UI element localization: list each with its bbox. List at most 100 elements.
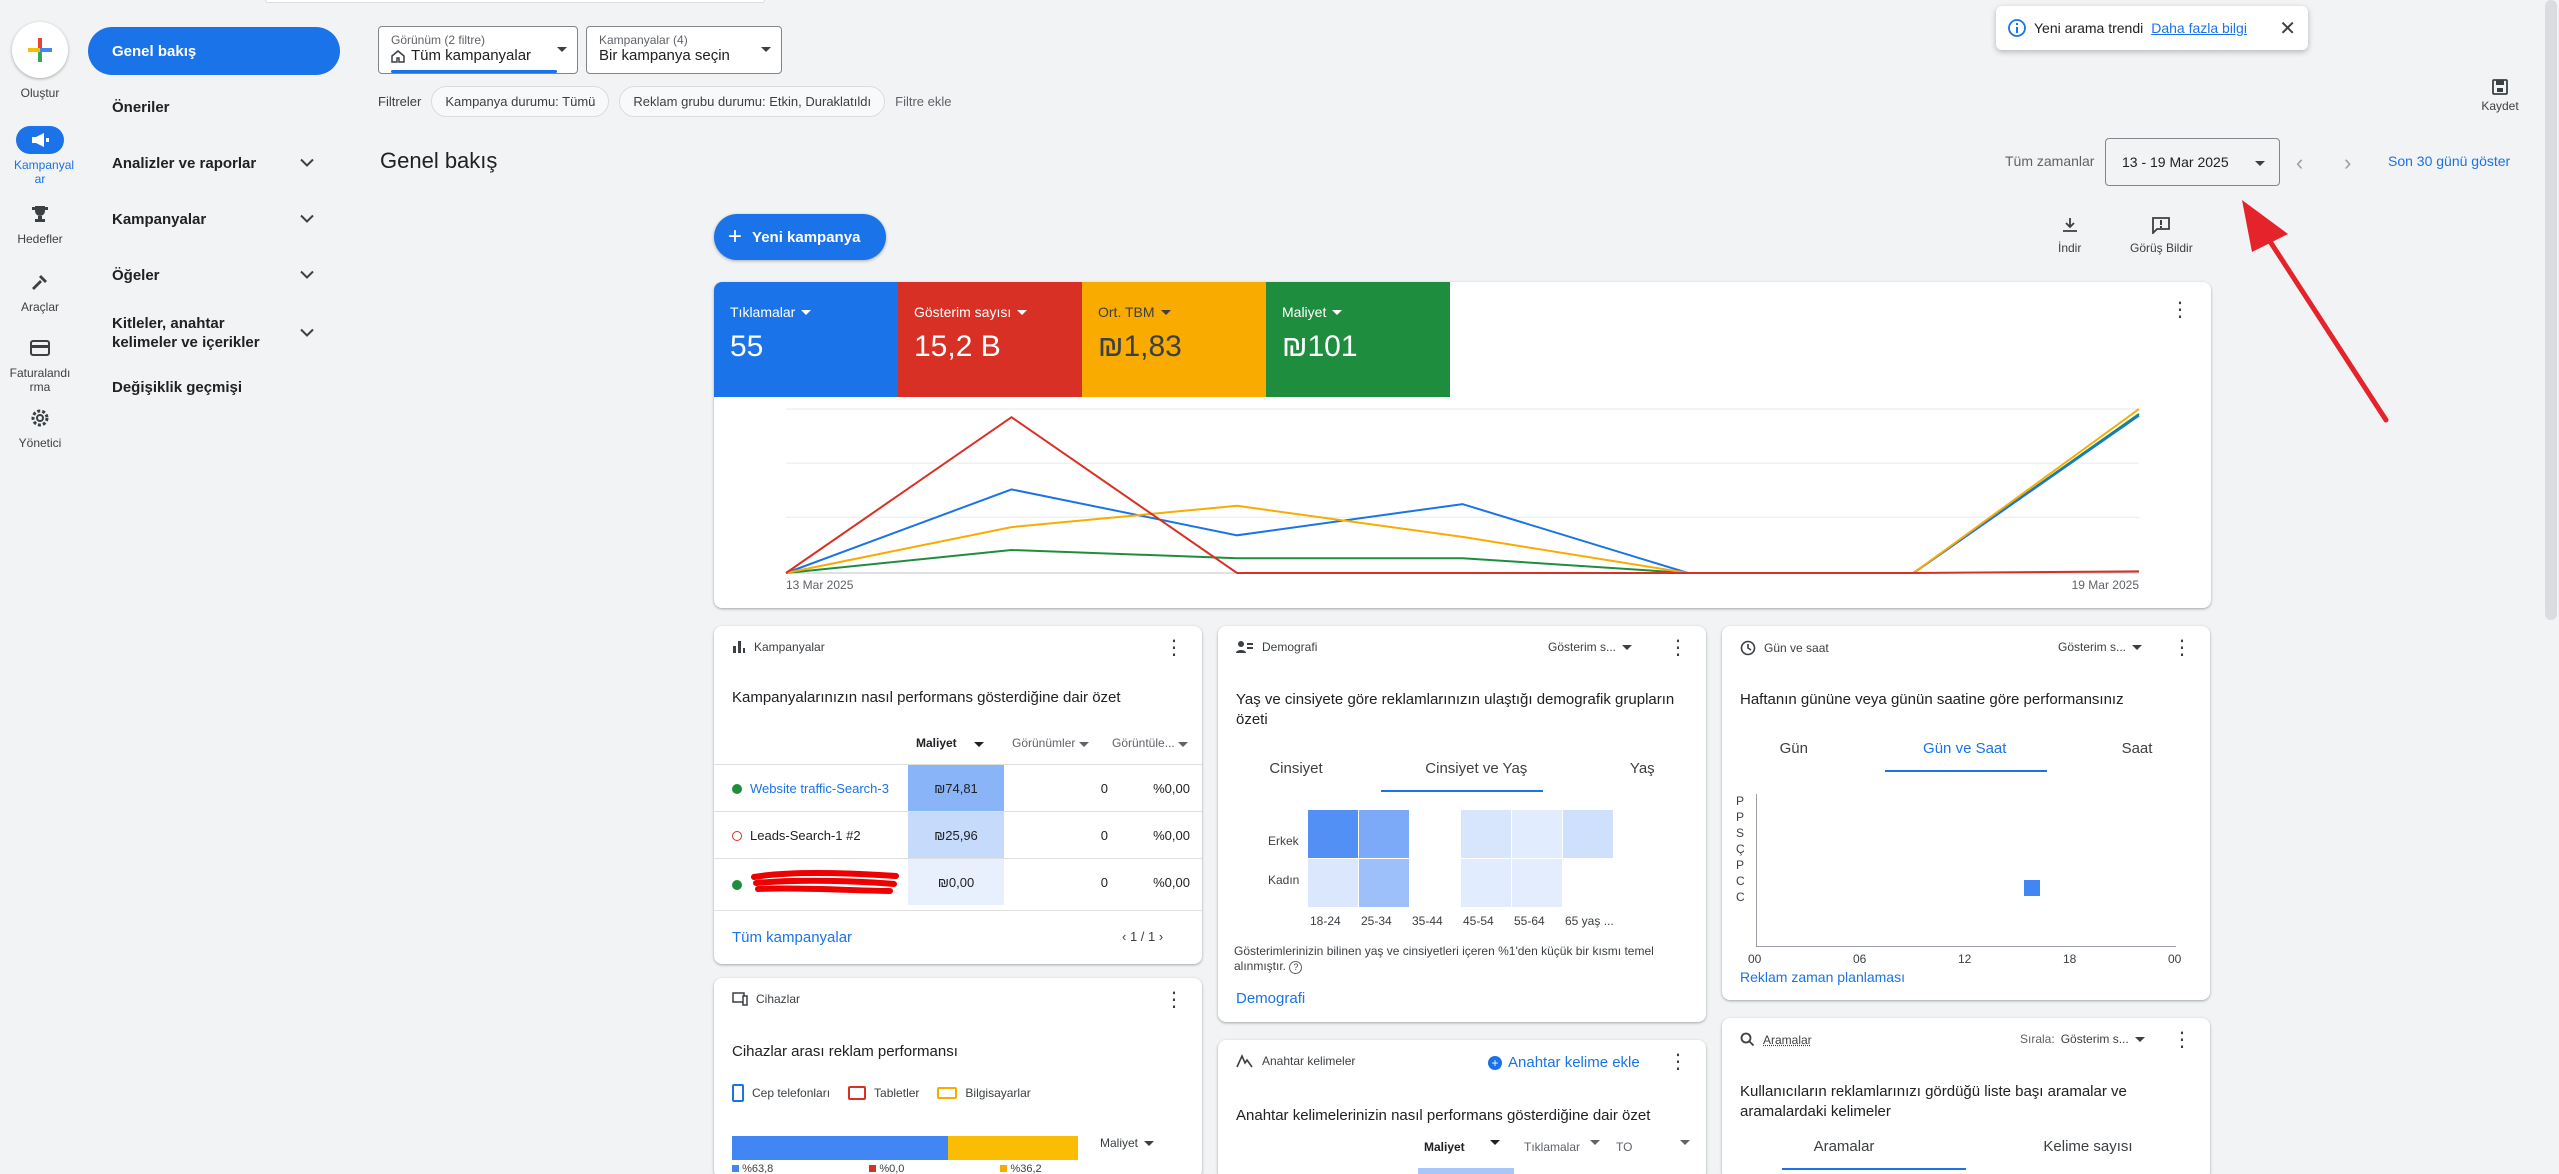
rail-tools[interactable]: Araçlar — [0, 268, 80, 314]
sidebar-item-audiences[interactable]: Kitleler, anahtar kelimeler ve içerikler — [88, 307, 340, 359]
metric-clicks[interactable]: Tıklamalar 55 — [714, 282, 898, 397]
column-header-cost[interactable]: Maliyet — [908, 736, 1004, 750]
day-time-metric-dropdown[interactable]: Gösterim s... — [2058, 640, 2142, 654]
caret-down-icon — [1178, 742, 1188, 747]
column-header-label: Görünümler — [1012, 736, 1075, 750]
heat-cell[interactable] — [1359, 810, 1409, 858]
sidebar-item-campaigns[interactable]: Kampanyalar — [88, 195, 340, 243]
date-range-value: 13 - 19 Mar 2025 — [2122, 154, 2229, 170]
sidebar-item-recommendations[interactable]: Öneriler — [88, 83, 340, 131]
demographics-metric-dropdown[interactable]: Gösterim s... — [1548, 640, 1632, 654]
tab-age[interactable]: Yaş — [1630, 760, 1655, 777]
more-vert-icon[interactable]: ⋮ — [1164, 990, 1184, 1010]
sort-dropdown[interactable]: Sırala: Gösterim s... — [2020, 1032, 2145, 1046]
heat-cell[interactable] — [1308, 810, 1358, 858]
next-period-icon[interactable]: › — [2344, 150, 2351, 176]
heat-cell[interactable] — [1461, 810, 1511, 858]
campaign-name[interactable]: Leads-Search-1 #2 — [750, 828, 861, 843]
campaign-name[interactable]: Website traffic-Search-3 — [750, 781, 889, 796]
heat-cell[interactable] — [1308, 859, 1358, 907]
sidebar-item-change-history[interactable]: Değişiklik geçmişi — [88, 363, 340, 411]
table-row[interactable]: Leads-Search-1 #2 ₪25,96 0 %0,00 — [714, 811, 1202, 858]
demographics-link[interactable]: Demografi — [1236, 990, 1305, 1007]
pager-next-icon[interactable]: › — [1159, 929, 1163, 944]
tab-searches[interactable]: Aramalar — [1722, 1138, 1966, 1155]
day-time-tabs: Gün Gün ve Saat Saat — [1722, 740, 2210, 757]
more-vert-icon[interactable]: ⋮ — [1164, 638, 1184, 658]
more-vert-icon[interactable]: ⋮ — [2172, 1030, 2192, 1050]
table-row[interactable]: ₪0,00 0 %0,00 — [714, 858, 1202, 905]
tab-day-hour[interactable]: Gün ve Saat — [1923, 740, 2006, 757]
show-last-30-days-link[interactable]: Son 30 günü göster — [2388, 153, 2510, 169]
date-range-dropdown[interactable]: 13 - 19 Mar 2025 — [2105, 138, 2280, 186]
rail-goals[interactable]: Hedefler — [0, 200, 80, 246]
phone-icon — [732, 1084, 744, 1102]
divider — [714, 910, 1202, 911]
tab-hour[interactable]: Saat — [2122, 740, 2153, 757]
download-button[interactable]: İndir — [2058, 216, 2081, 255]
heat-cell[interactable] — [1410, 859, 1460, 907]
column-header-ctr[interactable]: TO — [1610, 1140, 1696, 1154]
save-button[interactable]: Kaydet — [2470, 78, 2530, 113]
heat-cell[interactable] — [1563, 810, 1613, 858]
more-vert-icon[interactable]: ⋮ — [2170, 300, 2190, 320]
feedback-button[interactable]: Görüş Bildir — [2130, 216, 2193, 255]
all-campaigns-link[interactable]: Tüm kampanyalar — [732, 929, 852, 946]
new-campaign-label: Yeni kampanya — [752, 229, 860, 246]
toast-learn-more-link[interactable]: Daha fazla bilgi — [2151, 20, 2247, 36]
more-vert-icon[interactable]: ⋮ — [2172, 638, 2192, 658]
card-subtitle: Cihazlar arası reklam performansı — [732, 1042, 958, 1062]
plus-icon: + — [728, 223, 742, 251]
metric-avg-cpc[interactable]: Ort. TBM ₪1,83 — [1082, 282, 1266, 397]
heat-cell[interactable] — [1512, 859, 1562, 907]
rail-admin[interactable]: Yönetici — [0, 404, 80, 450]
column-header-clicks[interactable]: Tıklamalar — [1518, 1140, 1606, 1154]
column-header-views[interactable]: Görünümler — [1004, 736, 1104, 750]
sidebar-item-insights[interactable]: Analizler ve raporlar — [88, 139, 340, 187]
heat-cell[interactable] — [1512, 810, 1562, 858]
filter-chip-campaign-status[interactable]: Kampanya durumu: Tümü — [431, 86, 609, 117]
view-dropdown[interactable]: Görünüm (2 filtre) Tüm kampanyalar — [378, 26, 578, 74]
column-header-rate[interactable]: Görüntüle... — [1104, 736, 1200, 750]
rail-billing[interactable]: Faturalandı rma — [0, 334, 80, 394]
heat-cell[interactable] — [1410, 810, 1460, 858]
help-icon[interactable]: ? — [1289, 961, 1302, 974]
add-filter-button[interactable]: Filtre ekle — [895, 94, 951, 109]
ad-schedule-link[interactable]: Reklam zaman planlaması — [1740, 969, 1905, 985]
close-icon[interactable]: ✕ — [2279, 16, 2296, 41]
dropdown-value: Gösterim s... — [1548, 640, 1616, 654]
create-button[interactable] — [12, 22, 68, 78]
rail-campaigns[interactable]: Kampanyal ar — [0, 126, 80, 186]
pager: ‹ 1 / 1 › — [1122, 929, 1163, 944]
tab-gender-age[interactable]: Cinsiyet ve Yaş — [1425, 760, 1527, 777]
add-keyword-button[interactable]: + Anahtar kelime ekle — [1488, 1054, 1640, 1071]
campaign-dropdown[interactable]: Kampanyalar (4) Bir kampanya seçin — [586, 26, 782, 74]
more-vert-icon[interactable]: ⋮ — [1668, 638, 1688, 658]
filters-row: Filtreler Kampanya durumu: Tümü Reklam g… — [378, 86, 951, 117]
heat-cell[interactable] — [1563, 859, 1613, 907]
day-tick-label: C — [1736, 890, 1745, 904]
share-value: %63,8 — [742, 1163, 773, 1174]
sidebar-item-overview[interactable]: Genel bakış — [88, 27, 340, 75]
page-scrollbar[interactable] — [2545, 0, 2557, 620]
top-search-bar[interactable] — [265, 0, 765, 3]
new-campaign-button[interactable]: + Yeni kampanya — [714, 214, 886, 260]
metric-impressions[interactable]: Gösterim sayısı 15,2 B — [898, 282, 1082, 397]
x-axis-line — [1756, 946, 2176, 947]
heat-cell[interactable] — [1461, 859, 1511, 907]
table-row[interactable]: Website traffic-Search-3 ₪74,81 0 %0,00 — [714, 764, 1202, 811]
tab-word-count[interactable]: Kelime sayısı — [1966, 1138, 2210, 1155]
filter-chip-adgroup-status[interactable]: Reklam grubu durumu: Etkin, Duraklatıldı — [619, 86, 885, 117]
metric-cost[interactable]: Maliyet ₪101 — [1266, 282, 1450, 397]
heat-cell[interactable] — [1359, 859, 1409, 907]
previous-period-icon[interactable]: ‹ — [2296, 150, 2303, 176]
column-header-cost[interactable]: Maliyet — [1418, 1140, 1506, 1154]
more-vert-icon[interactable]: ⋮ — [1668, 1052, 1688, 1072]
pager-prev-icon[interactable]: ‹ — [1122, 929, 1126, 944]
tab-gender[interactable]: Cinsiyet — [1269, 760, 1322, 777]
devices-metric-dropdown[interactable]: Maliyet — [1100, 1136, 1154, 1150]
day-tick-label: P — [1736, 810, 1744, 824]
sidebar-item-assets[interactable]: Öğeler — [88, 251, 340, 299]
tab-day[interactable]: Gün — [1780, 740, 1808, 757]
bar-chart-icon — [732, 640, 746, 654]
